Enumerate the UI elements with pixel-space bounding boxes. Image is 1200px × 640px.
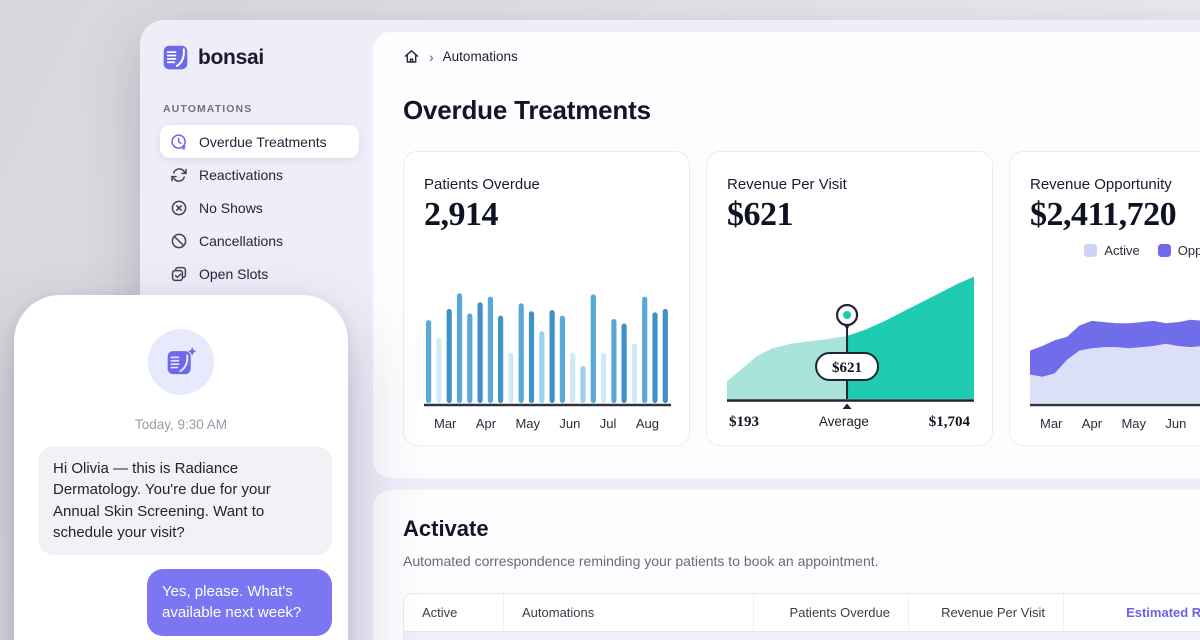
patients-overdue-card: Patients Overdue 2,914 Mar Apr May Jun Jul Au… (403, 151, 690, 446)
month-label: Jul (599, 416, 617, 431)
page-title: Overdue Treatments (403, 95, 651, 125)
svg-text:$621: $621 (832, 360, 862, 376)
card-value: 2,914 (424, 196, 499, 233)
legend-swatch (1084, 244, 1098, 257)
month-label: May (515, 416, 540, 431)
activate-subtitle: Automated correspondence reminding your … (403, 553, 879, 569)
breadcrumb-page[interactable]: Automations (442, 49, 518, 64)
value-axis: $193 Average $1,704 (727, 414, 972, 431)
activate-title: Activate (403, 516, 489, 541)
app-name: bonsai (198, 45, 264, 69)
circle-slash-icon (170, 232, 188, 250)
revenue-per-visit-chart: $621 (727, 276, 974, 409)
sidebar-item-label: No Shows (199, 199, 263, 216)
automations-table: Active Automations Patients Overdue Revenue… (403, 593, 1200, 640)
circle-x-icon (170, 199, 188, 217)
home-icon[interactable] (403, 48, 420, 65)
breadcrumb: › Automations (403, 48, 1200, 65)
card-label: Revenue Opportunity (1030, 176, 1172, 193)
month-label: Jun (1165, 416, 1187, 431)
messages: Hi Olivia — this is Radiance Dermatology… (30, 446, 332, 640)
chat-timestamp: Today, 9:30 AM (134, 417, 228, 432)
column-header-active: Active (404, 594, 504, 631)
app-window: bonsai AUTOMATIONS Overdue Treatments Re… (140, 20, 1200, 640)
month-label: Jun (559, 416, 581, 431)
legend-item-active: Active (1084, 243, 1140, 258)
sidebar-item-label: Overdue Treatments (199, 133, 327, 150)
activate-panel: Activate Automated correspondence remind… (373, 490, 1200, 640)
month-label: May (1121, 416, 1146, 431)
sidebar-item-no-shows[interactable]: No Shows (160, 191, 359, 224)
axis-average: Average (818, 414, 869, 429)
month-label: Mar (1040, 416, 1063, 431)
column-header-patients-overdue: Patients Overdue (754, 594, 909, 631)
sidebar-section-label: AUTOMATIONS (163, 103, 253, 115)
axis-min: $193 (729, 414, 759, 430)
chat-bubble-incoming: Hi Olivia — this is Radiance Dermatology… (38, 446, 332, 556)
axis-max: $1,704 (928, 414, 970, 430)
column-header-revenue-per-visit: Revenue Per Visit (909, 594, 1064, 631)
legend-swatch (1157, 244, 1171, 257)
sidebar-item-overdue-treatments[interactable]: Overdue Treatments (160, 125, 359, 158)
legend-item-opportunity: Opportunity (1157, 243, 1200, 258)
revenue-opportunity-card: Revenue Opportunity $2,411,720 Active Opp… (1009, 151, 1200, 446)
table-row[interactable] (404, 631, 1200, 640)
revenue-opportunity-legend: Active Opportunity (1030, 243, 1200, 258)
sidebar-item-label: Reactivations (199, 166, 284, 183)
card-label: Patients Overdue (424, 176, 540, 193)
sidebar-item-open-slots[interactable]: Open Slots (160, 257, 359, 290)
clock-snooze-icon (170, 133, 188, 151)
open-slots-icon (170, 265, 188, 283)
patients-overdue-chart (424, 293, 671, 407)
sidebar-item-reactivations[interactable]: Reactivations (160, 158, 359, 191)
avatar (148, 329, 214, 395)
month-label: Aug (635, 416, 659, 431)
logo: bonsai (160, 44, 359, 71)
sidebar: bonsai AUTOMATIONS Overdue Treatments Re… (140, 20, 373, 640)
sidebar-item-cancellations[interactable]: Cancellations (160, 224, 359, 257)
card-value: $2,411,720 (1030, 196, 1177, 233)
chevron-right-icon: › (429, 48, 434, 65)
overview-panel: › Automations Overdue Treatments Patient… (373, 32, 1200, 478)
sidebar-item-label: Cancellations (199, 232, 284, 249)
table-header-row: Active Automations Patients Overdue Revenue… (404, 594, 1200, 631)
month-label: Apr (1081, 416, 1103, 431)
refresh-icon (170, 166, 188, 184)
card-label: Revenue Per Visit (727, 176, 847, 193)
phone-mockup: Today, 9:30 AM Hi Olivia — this is Radia… (14, 295, 348, 640)
card-value: $621 (727, 196, 794, 233)
bonsai-logo-icon (163, 45, 188, 70)
chat-bubble-outgoing: Yes, please. What's available next week? (147, 569, 332, 636)
column-header-estimated-revenue: Estimated Revenue (1126, 605, 1200, 620)
month-axis: Mar Apr May Jun Jul Aug (424, 416, 669, 431)
column-header-automations: Automations (504, 594, 754, 631)
month-label: Apr (475, 416, 497, 431)
bonsai-sparkle-icon (167, 347, 197, 375)
main-content: › Automations Overdue Treatments Patient… (373, 20, 1200, 640)
stat-cards: Patients Overdue 2,914 Mar Apr May Jun Jul Au… (403, 151, 1200, 446)
revenue-per-visit-card: Revenue Per Visit $621 $621 $193 Average… (706, 151, 993, 446)
month-label: Mar (434, 416, 457, 431)
revenue-opportunity-chart (1030, 319, 1200, 407)
sidebar-item-label: Open Slots (199, 265, 269, 282)
